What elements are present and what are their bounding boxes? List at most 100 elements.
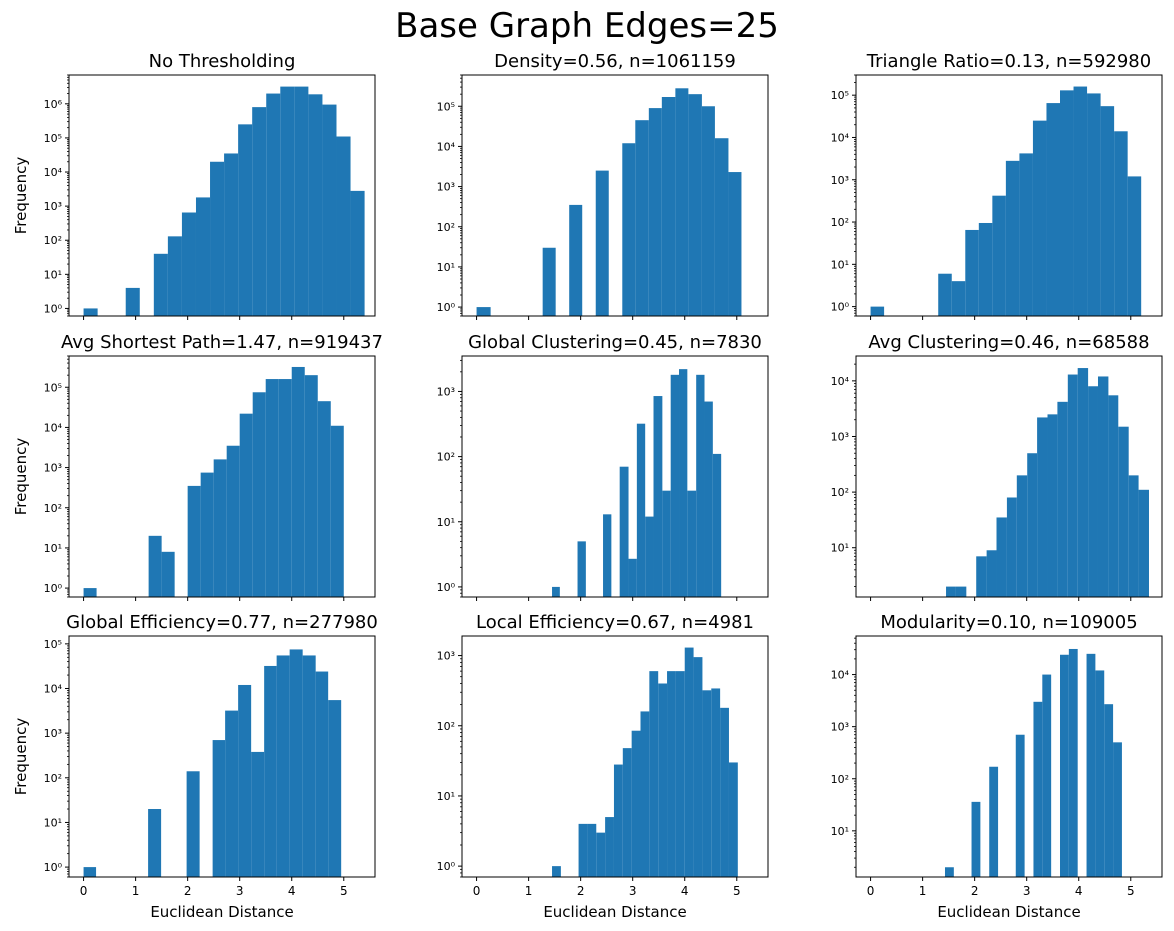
- histogram-bar: [328, 700, 342, 877]
- y-tick-label: 10⁰: [44, 582, 63, 595]
- axes-frame: [855, 355, 1163, 598]
- y-tick-label: 10¹: [44, 816, 62, 829]
- histogram-bar: [648, 108, 662, 317]
- subplot-title: Avg Shortest Path=1.47, n=919437: [61, 332, 383, 353]
- histogram-bar: [938, 273, 952, 316]
- histogram-bar: [1037, 417, 1048, 597]
- x-tick-label: 0: [473, 884, 481, 898]
- histogram-bar: [675, 671, 685, 877]
- y-axis-label: Frequency: [12, 718, 30, 796]
- y-tick-label: 10³: [831, 721, 849, 734]
- y-tick-label: 10¹: [44, 268, 62, 281]
- subplot-grid: 10⁰ 10¹ 10² 10³ 10⁴ 10⁵ 10⁶ No Thresholding Freq…: [12, 51, 1163, 921]
- histogram-bar: [317, 401, 331, 597]
- y-tick-label: 10⁰: [437, 581, 456, 594]
- y-tick-label: 10¹: [437, 516, 455, 529]
- y-tick-label: 10⁴: [44, 683, 63, 696]
- histogram-bar: [83, 867, 97, 877]
- histogram-bar: [148, 809, 162, 877]
- histogram-bar: [252, 107, 267, 316]
- y-tick-label: 10⁶: [44, 98, 63, 111]
- histogram-bars: [870, 86, 1142, 317]
- histogram-bar: [1113, 742, 1122, 877]
- histogram-bar: [322, 104, 337, 317]
- histogram-bar: [239, 413, 253, 597]
- y-tick-label: 10⁵: [44, 132, 62, 145]
- histogram-bar: [1057, 401, 1068, 597]
- histogram-bar: [992, 195, 1006, 316]
- histogram-bar: [622, 748, 632, 877]
- histogram-bar: [264, 665, 277, 877]
- y-tick-label: 10⁰: [44, 861, 63, 874]
- y-axis-label: Frequency: [12, 438, 30, 516]
- histogram-bar: [1042, 674, 1052, 877]
- y-axis-label: Frequency: [12, 157, 30, 235]
- subplot-title: Global Clustering=0.45, n=7830: [468, 332, 762, 353]
- y-tick-label: 10¹: [831, 258, 849, 271]
- histogram-bar: [631, 730, 641, 877]
- y-tick-label: 10³: [437, 650, 455, 663]
- x-axis-label: Euclidean Distance: [150, 903, 293, 921]
- histogram-bar: [148, 535, 162, 597]
- histogram-bar: [315, 671, 329, 877]
- histogram-bar: [291, 366, 305, 597]
- histogram-bar: [1047, 414, 1058, 597]
- histogram-bar: [996, 517, 1007, 597]
- histogram-bar: [1016, 475, 1028, 597]
- histogram-bar: [1087, 93, 1101, 316]
- y-tick-label: 10⁴: [831, 375, 850, 388]
- histogram-bars: [552, 647, 738, 877]
- histogram-bar: [670, 374, 680, 597]
- y-tick-label: 10¹: [437, 261, 455, 274]
- histogram-bar: [628, 558, 637, 597]
- y-tick-label: 10²: [437, 221, 455, 234]
- y-tick-label: 10²: [831, 773, 849, 786]
- histogram-bar: [693, 657, 703, 877]
- y-tick-label: 10²: [44, 502, 62, 515]
- y-tick-label: 10³: [831, 430, 849, 443]
- histogram-bar: [552, 866, 561, 877]
- histogram-bar: [308, 94, 323, 316]
- histogram-bar: [569, 204, 583, 316]
- histogram-bar: [238, 124, 253, 316]
- histogram-bar: [1118, 426, 1129, 597]
- histogram-bar: [542, 247, 556, 316]
- x-tick-label: 1: [132, 884, 140, 898]
- histogram-bar: [1077, 368, 1089, 597]
- y-tick-label: 10⁰: [437, 860, 456, 873]
- histogram-bar: [278, 379, 292, 597]
- histogram-bar: [238, 684, 252, 877]
- histogram-bar: [330, 425, 344, 597]
- histogram-bar: [302, 655, 316, 877]
- y-tick-label: 10³: [437, 385, 455, 398]
- axes-frame: [461, 635, 769, 878]
- histogram-bar: [955, 586, 967, 597]
- y-tick-label: 10⁴: [437, 140, 456, 153]
- histogram-bar: [704, 401, 713, 597]
- histogram-bar: [280, 86, 295, 317]
- histogram-bar: [870, 306, 885, 316]
- y-tick-label: 10⁰: [437, 301, 456, 314]
- histogram-bar: [1033, 701, 1043, 877]
- histogram-bar: [658, 683, 668, 877]
- histogram-bar: [619, 466, 629, 597]
- y-tick-label: 10²: [831, 486, 849, 499]
- histogram-bar: [1060, 654, 1069, 877]
- histogram-bar: [294, 86, 309, 317]
- histogram-bar: [701, 106, 715, 317]
- histogram-bar: [976, 556, 987, 597]
- histogram-bar: [605, 817, 614, 877]
- x-tick-label: 2: [971, 884, 979, 898]
- histogram-bar: [265, 379, 279, 597]
- histogram-bar: [1128, 475, 1139, 597]
- histogram-bars: [946, 368, 1149, 597]
- y-tick-label: 10³: [831, 174, 849, 187]
- histogram-bar: [83, 308, 98, 316]
- histogram-bar: [1032, 120, 1047, 317]
- histogram-bar: [587, 823, 597, 877]
- y-tick-label: 10¹: [437, 790, 455, 803]
- y-tick-label: 10⁵: [831, 89, 849, 102]
- y-tick-label: 10⁴: [44, 421, 63, 434]
- y-tick-label: 10¹: [44, 542, 62, 555]
- histogram-bar: [1108, 395, 1119, 597]
